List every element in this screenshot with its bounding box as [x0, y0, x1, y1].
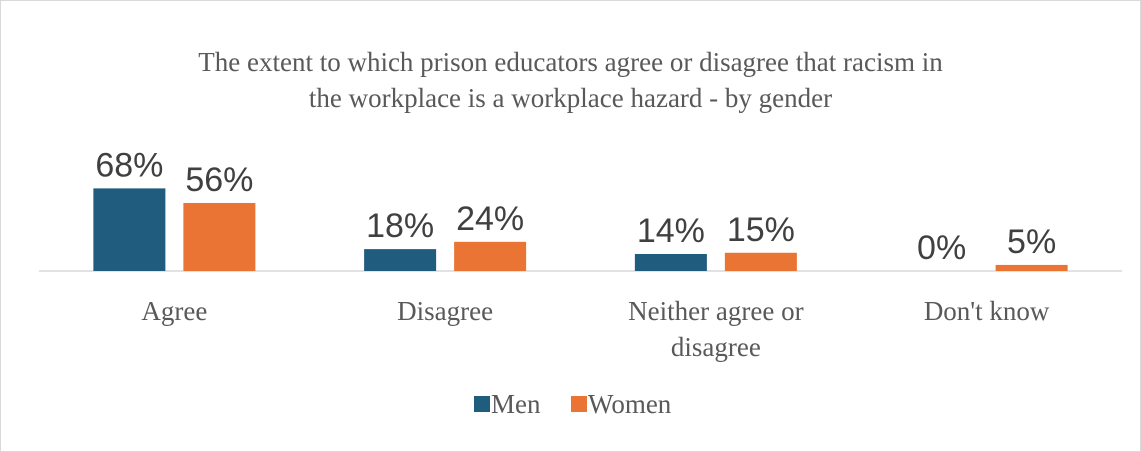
category-labels-group: Agree Disagree Neither agree or disagree Don…: [141, 296, 1050, 362]
category-label-0: Agree: [141, 296, 207, 326]
chart-title-line-2: the workplace is a workplace hazard - by…: [309, 83, 832, 113]
bar-women-1: [454, 241, 527, 271]
value-labels-group: 68% 56% 18% 24% 14% 15% 0% 5%: [95, 146, 1056, 267]
value-label-men-2: 14%: [637, 212, 705, 250]
bar-women-3: [995, 264, 1068, 271]
category-label-1: Disagree: [397, 296, 493, 326]
category-label-3: Don't know: [924, 296, 1050, 326]
legend-label-women: Women: [588, 389, 672, 419]
bar-men-1: [364, 249, 437, 271]
bars-group: [93, 188, 1068, 271]
chart-title: The extent to which prison educators agr…: [198, 47, 943, 113]
value-label-men-1: 18%: [366, 207, 434, 245]
legend: Men Women: [474, 389, 672, 419]
bar-men-0: [93, 188, 166, 271]
legend-label-men: Men: [491, 389, 541, 419]
legend-swatch-men: [474, 396, 490, 412]
value-label-men-3: 0%: [917, 229, 966, 267]
legend-swatch-women: [571, 396, 587, 412]
value-label-women-2: 15%: [727, 211, 795, 249]
bar-women-0: [183, 202, 256, 271]
bar-men-2: [634, 253, 707, 271]
value-label-women-3: 5%: [1007, 223, 1056, 261]
chart-title-line-1: The extent to which prison educators agr…: [198, 47, 943, 77]
value-label-women-0: 56%: [185, 161, 253, 199]
value-label-women-1: 24%: [456, 200, 524, 238]
value-label-men-0: 68%: [95, 146, 163, 184]
bar-women-2: [724, 252, 797, 271]
category-label-2: Neither agree or: [628, 296, 803, 326]
category-label-2-line-2: disagree: [671, 332, 761, 362]
